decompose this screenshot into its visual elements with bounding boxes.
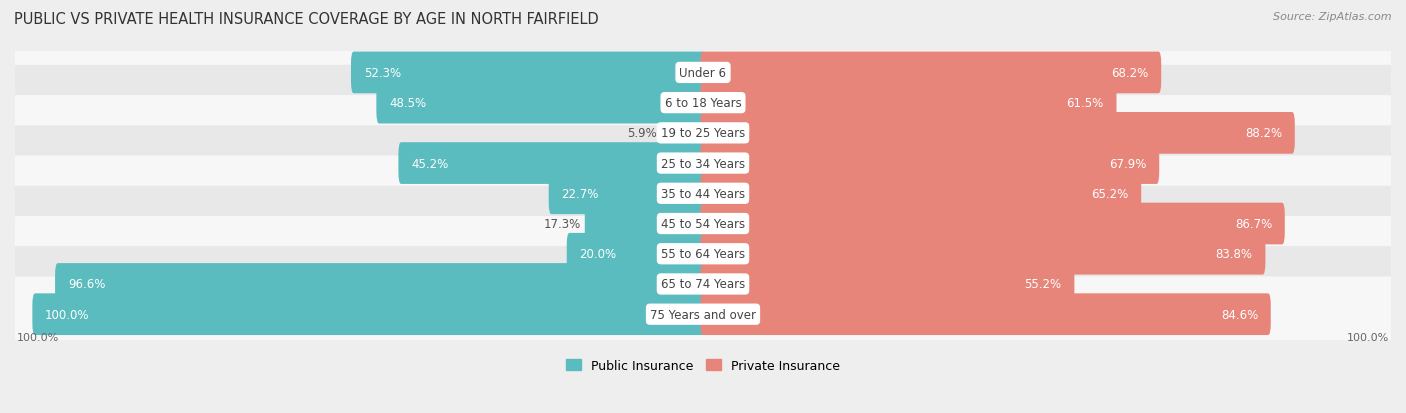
Text: 52.3%: 52.3% (364, 67, 401, 80)
FancyBboxPatch shape (567, 233, 706, 275)
FancyBboxPatch shape (11, 156, 1395, 232)
Legend: Public Insurance, Private Insurance: Public Insurance, Private Insurance (561, 354, 845, 377)
Text: 100.0%: 100.0% (45, 308, 90, 321)
Text: 88.2%: 88.2% (1244, 127, 1282, 140)
FancyBboxPatch shape (398, 143, 706, 185)
FancyBboxPatch shape (700, 203, 1285, 245)
FancyBboxPatch shape (661, 113, 706, 154)
Text: 45.2%: 45.2% (411, 157, 449, 170)
Text: 86.7%: 86.7% (1234, 218, 1272, 230)
Text: 55.2%: 55.2% (1025, 278, 1062, 291)
Text: 65.2%: 65.2% (1091, 188, 1129, 200)
Text: 45 to 54 Years: 45 to 54 Years (661, 218, 745, 230)
Text: 68.2%: 68.2% (1111, 67, 1149, 80)
FancyBboxPatch shape (548, 173, 706, 215)
FancyBboxPatch shape (700, 113, 1295, 154)
Text: 19 to 25 Years: 19 to 25 Years (661, 127, 745, 140)
Text: 84.6%: 84.6% (1220, 308, 1258, 321)
FancyBboxPatch shape (11, 36, 1395, 111)
Text: 6 to 18 Years: 6 to 18 Years (665, 97, 741, 110)
Text: 5.9%: 5.9% (627, 127, 657, 140)
FancyBboxPatch shape (700, 52, 1161, 94)
Text: 100.0%: 100.0% (17, 332, 59, 342)
FancyBboxPatch shape (700, 263, 1074, 305)
Text: Under 6: Under 6 (679, 67, 727, 80)
Text: 83.8%: 83.8% (1216, 248, 1253, 261)
FancyBboxPatch shape (700, 83, 1116, 124)
Text: 61.5%: 61.5% (1067, 97, 1104, 110)
FancyBboxPatch shape (700, 233, 1265, 275)
Text: 96.6%: 96.6% (67, 278, 105, 291)
FancyBboxPatch shape (377, 83, 706, 124)
Text: 67.9%: 67.9% (1109, 157, 1146, 170)
FancyBboxPatch shape (11, 66, 1395, 141)
FancyBboxPatch shape (11, 186, 1395, 262)
FancyBboxPatch shape (585, 203, 706, 245)
Text: 22.7%: 22.7% (561, 188, 599, 200)
Text: Source: ZipAtlas.com: Source: ZipAtlas.com (1274, 12, 1392, 22)
Text: 17.3%: 17.3% (544, 218, 581, 230)
FancyBboxPatch shape (32, 294, 706, 335)
FancyBboxPatch shape (11, 247, 1395, 322)
FancyBboxPatch shape (700, 294, 1271, 335)
Text: PUBLIC VS PRIVATE HEALTH INSURANCE COVERAGE BY AGE IN NORTH FAIRFIELD: PUBLIC VS PRIVATE HEALTH INSURANCE COVER… (14, 12, 599, 27)
FancyBboxPatch shape (11, 277, 1395, 352)
FancyBboxPatch shape (11, 126, 1395, 202)
Text: 48.5%: 48.5% (389, 97, 426, 110)
FancyBboxPatch shape (700, 173, 1142, 215)
FancyBboxPatch shape (700, 143, 1159, 185)
Text: 35 to 44 Years: 35 to 44 Years (661, 188, 745, 200)
FancyBboxPatch shape (55, 263, 706, 305)
Text: 100.0%: 100.0% (1347, 332, 1389, 342)
FancyBboxPatch shape (352, 52, 706, 94)
FancyBboxPatch shape (11, 216, 1395, 292)
Text: 55 to 64 Years: 55 to 64 Years (661, 248, 745, 261)
Text: 65 to 74 Years: 65 to 74 Years (661, 278, 745, 291)
FancyBboxPatch shape (11, 96, 1395, 171)
Text: 20.0%: 20.0% (579, 248, 617, 261)
Text: 75 Years and over: 75 Years and over (650, 308, 756, 321)
Text: 25 to 34 Years: 25 to 34 Years (661, 157, 745, 170)
